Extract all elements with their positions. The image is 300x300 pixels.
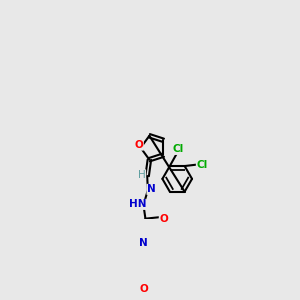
Text: HN: HN — [129, 200, 146, 209]
Text: Cl: Cl — [173, 144, 184, 154]
Text: N: N — [147, 184, 156, 194]
Text: N: N — [139, 238, 148, 248]
Text: O: O — [159, 214, 168, 224]
Text: H: H — [138, 170, 146, 180]
Text: O: O — [135, 140, 143, 150]
Text: O: O — [139, 284, 148, 294]
Text: Cl: Cl — [196, 160, 208, 170]
